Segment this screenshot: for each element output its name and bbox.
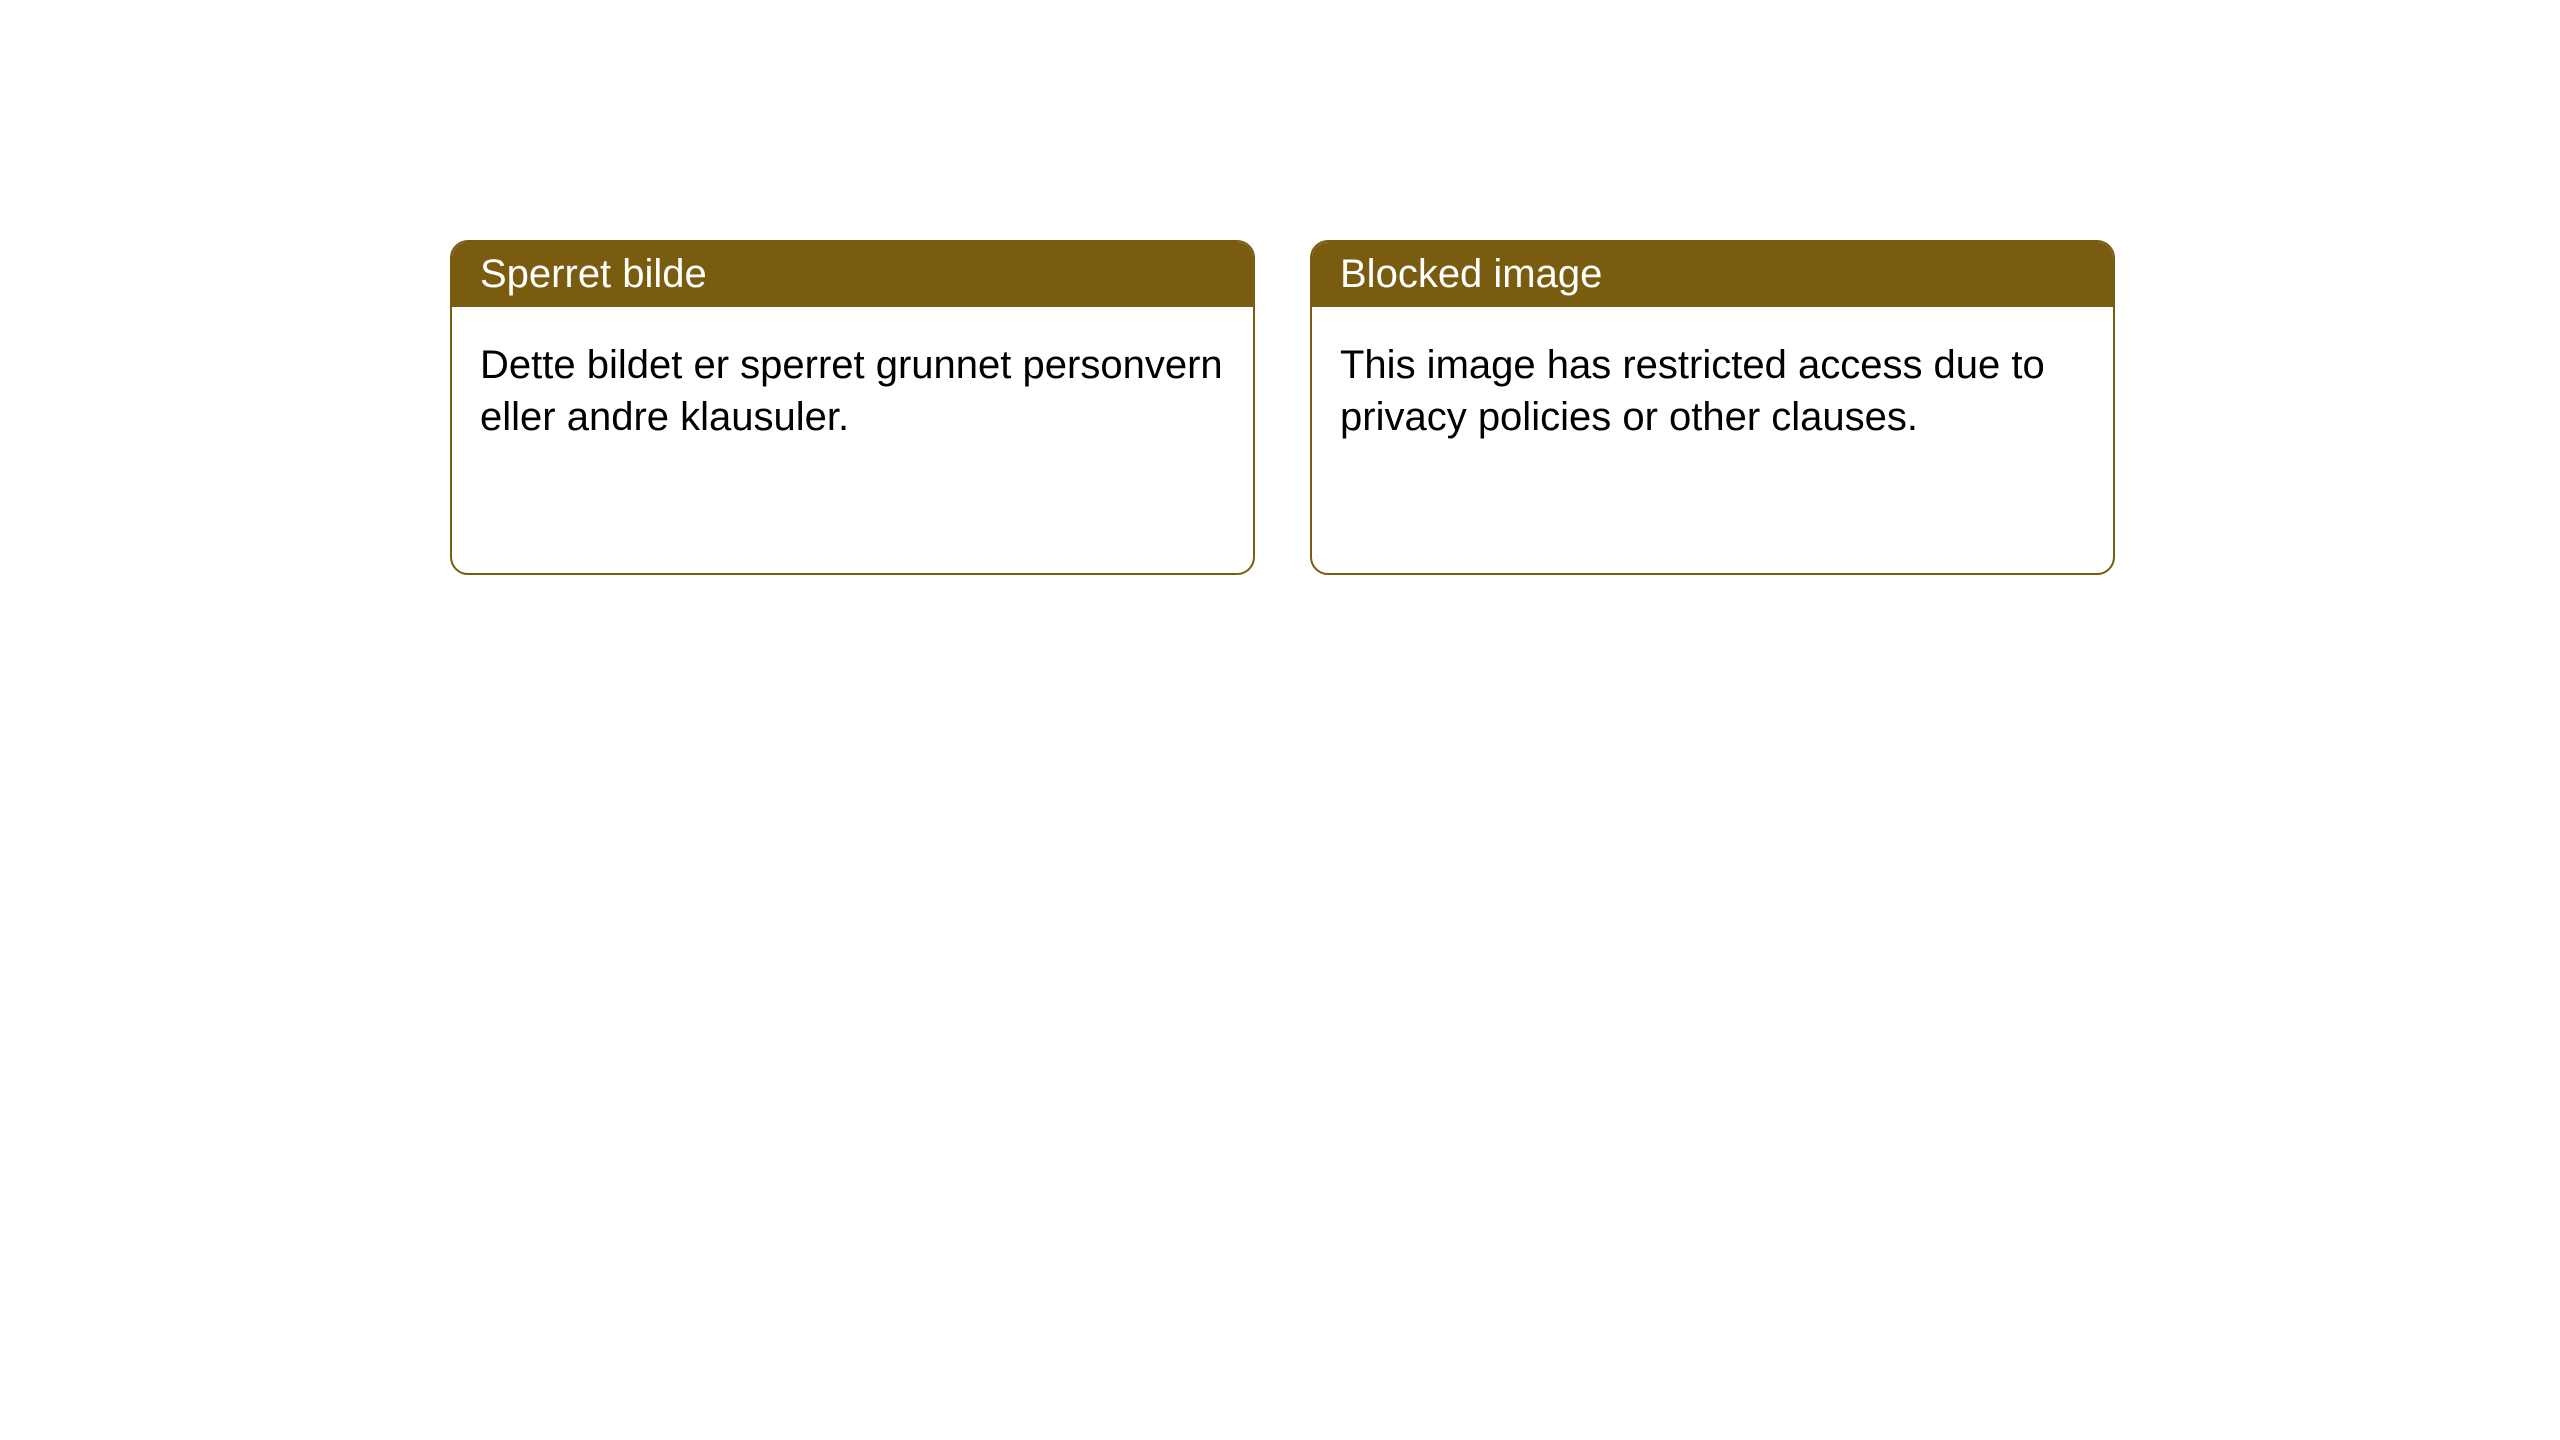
notice-title: Blocked image bbox=[1340, 252, 1602, 296]
notice-container: Sperret bilde Dette bildet er sperret gr… bbox=[0, 0, 2560, 575]
notice-title: Sperret bilde bbox=[480, 252, 707, 296]
notice-body: This image has restricted access due to … bbox=[1312, 307, 2113, 475]
notice-header: Sperret bilde bbox=[452, 242, 1253, 307]
notice-body: Dette bildet er sperret grunnet personve… bbox=[452, 307, 1253, 475]
notice-box-english: Blocked image This image has restricted … bbox=[1310, 240, 2115, 575]
notice-body-text: This image has restricted access due to … bbox=[1340, 343, 2045, 439]
notice-box-norwegian: Sperret bilde Dette bildet er sperret gr… bbox=[450, 240, 1255, 575]
notice-header: Blocked image bbox=[1312, 242, 2113, 307]
notice-body-text: Dette bildet er sperret grunnet personve… bbox=[480, 343, 1223, 439]
